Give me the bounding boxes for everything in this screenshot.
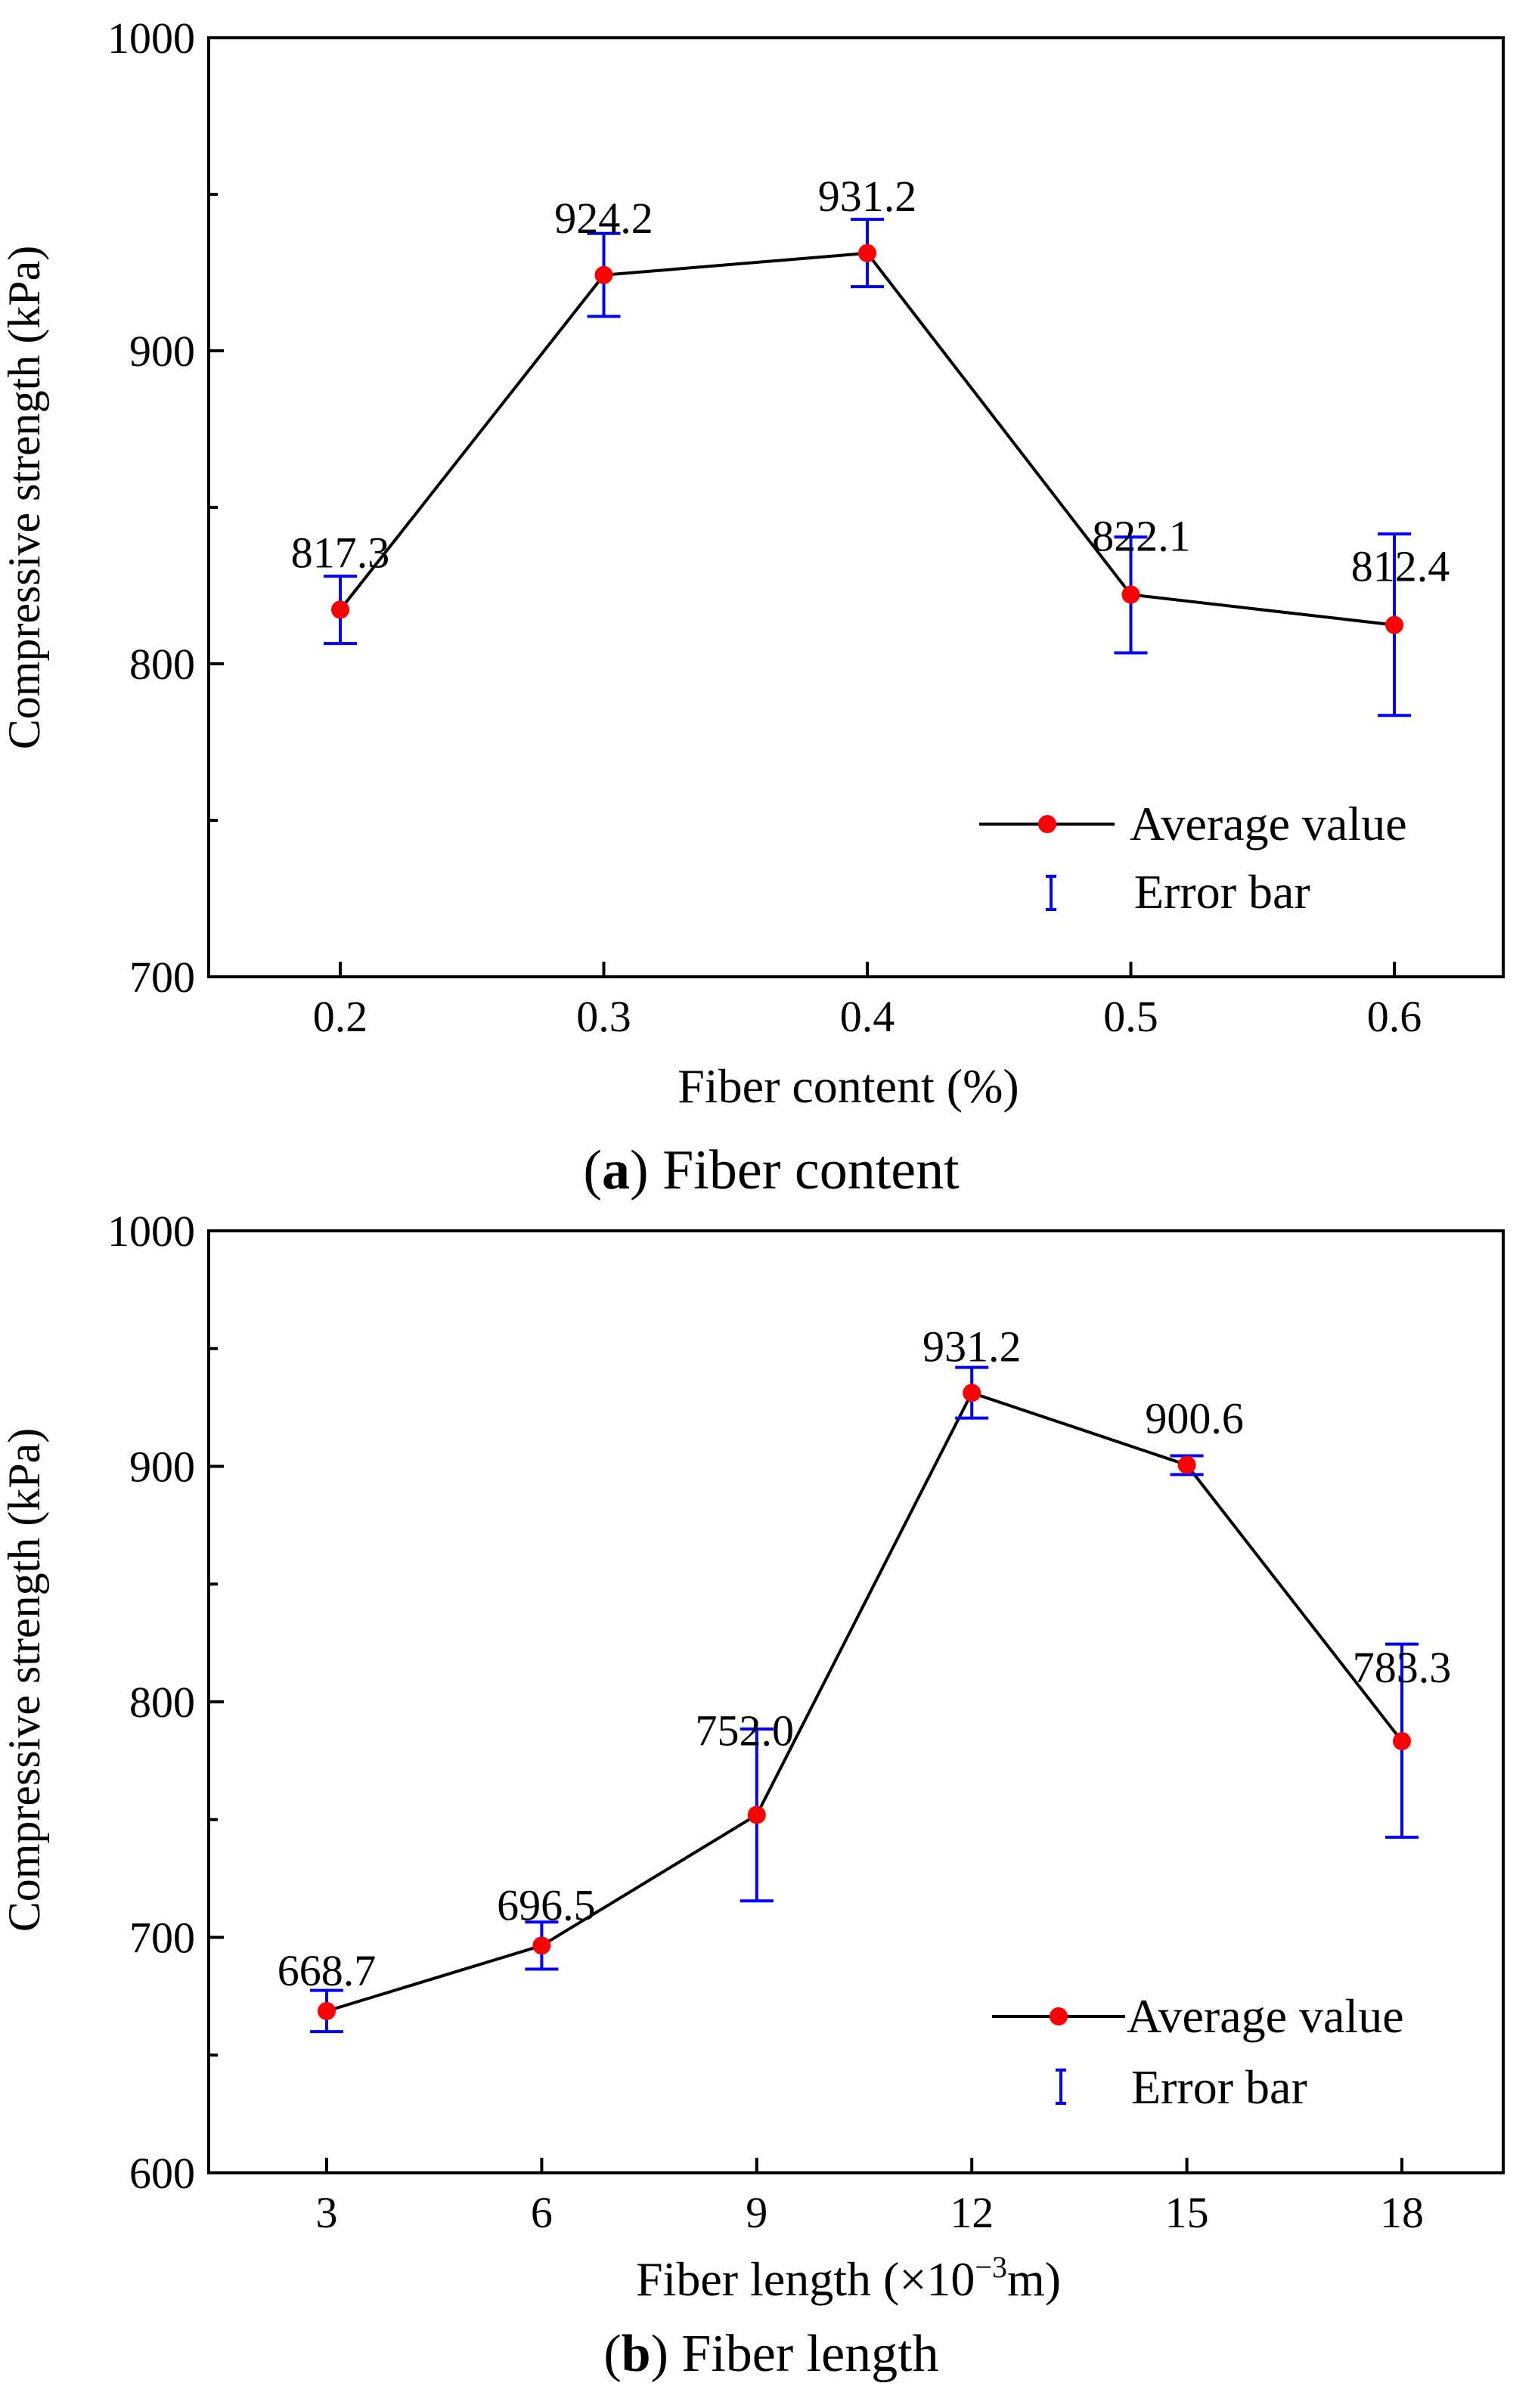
caption-a-letter: a bbox=[602, 1139, 630, 1201]
data-label: 668.7 bbox=[278, 1946, 377, 1995]
chart-b-y-tick-labels: 600 700 800 900 1000 bbox=[107, 1207, 195, 2198]
x-tick-label: 3 bbox=[316, 2188, 338, 2237]
x-tick-label: 6 bbox=[531, 2188, 553, 2237]
data-point bbox=[858, 243, 876, 262]
chart-a-series-line bbox=[339, 251, 1395, 627]
caption-a-text: Fiber content bbox=[649, 1139, 960, 1201]
data-point bbox=[963, 1384, 981, 1402]
data-label: 931.2 bbox=[818, 172, 917, 221]
x-tick-label: 15 bbox=[1165, 2188, 1209, 2237]
data-point bbox=[1177, 1455, 1196, 1474]
chart-a-x-tick-labels: 0.2 0.3 0.4 0.5 0.6 bbox=[313, 992, 1422, 1041]
caption-a: (a) Fiber content bbox=[583, 1139, 960, 1201]
data-label: 900.6 bbox=[1145, 1394, 1244, 1443]
x-tick-label: 0.2 bbox=[313, 992, 368, 1041]
x-tick-label: 12 bbox=[950, 2188, 994, 2237]
chart-a-y-tick-labels: 700 800 900 1000 bbox=[107, 14, 195, 1002]
chart-b-x-axis-title-main: Fiber length (×10 bbox=[636, 2252, 975, 2306]
data-label: 783.3 bbox=[1353, 1643, 1452, 1692]
y-tick-label: 700 bbox=[129, 1914, 195, 1963]
y-tick-label: 1000 bbox=[107, 1207, 195, 1256]
data-label: 696.5 bbox=[497, 1880, 596, 1929]
chart-a-y-axis-title: Compressive strength (kPa) bbox=[0, 246, 49, 750]
data-point bbox=[594, 265, 613, 284]
y-tick-label: 900 bbox=[129, 1443, 195, 1492]
chart-b-legend-marker bbox=[1050, 2007, 1068, 2025]
chart-b: 600 700 800 900 1000 3 6 9 12 15 18 668.7 696.5 752… bbox=[0, 1207, 1505, 2383]
chart-a-x-axis-title: Fiber content (%) bbox=[678, 1059, 1019, 1113]
chart-b-points bbox=[318, 1384, 1411, 2020]
chart-b-legend: Average value Error bar bbox=[992, 1989, 1404, 2114]
caption-b-text: Fiber length bbox=[668, 2325, 939, 2383]
caption-b: (b) Fiber length bbox=[603, 2325, 938, 2383]
chart-b-x-tick-labels: 3 6 9 12 15 18 bbox=[316, 2188, 1425, 2237]
chart-b-x-axis-title: Fiber length (×10−3m) bbox=[636, 2250, 1061, 2306]
chart-b-x-axis-title-sup: −3 bbox=[975, 2250, 1007, 2284]
chart-a-legend-average: Average value bbox=[1130, 797, 1407, 851]
chart-a-legend: Average value Error bar bbox=[979, 797, 1407, 919]
x-tick-label: 9 bbox=[746, 2188, 767, 2237]
data-point bbox=[331, 600, 349, 619]
data-point bbox=[1385, 615, 1403, 634]
chart-b-legend-error-bar bbox=[1056, 2069, 1066, 2105]
data-label: 812.4 bbox=[1351, 542, 1450, 591]
data-label: 822.1 bbox=[1092, 512, 1191, 561]
x-tick-label: 0.5 bbox=[1103, 992, 1158, 1041]
data-label: 924.2 bbox=[554, 194, 653, 243]
chart-a: 700 800 900 1000 0.2 0.3 0.4 0.5 0.6 817.3 924.2… bbox=[0, 14, 1505, 1201]
chart-b-x-axis-title-end: m) bbox=[1007, 2252, 1061, 2306]
y-tick-label: 1000 bbox=[107, 14, 195, 63]
data-point bbox=[747, 1805, 766, 1824]
chart-a-error-bars bbox=[324, 218, 1411, 717]
x-tick-label: 18 bbox=[1380, 2188, 1424, 2237]
chart-a-data-labels: 817.3 924.2 931.2 822.1 812.4 bbox=[291, 172, 1450, 591]
y-tick-label: 900 bbox=[129, 327, 195, 376]
chart-b-plot-frame bbox=[207, 1229, 1505, 2174]
x-tick-label: 0.4 bbox=[840, 992, 895, 1041]
x-tick-label: 0.3 bbox=[576, 992, 631, 1041]
y-tick-label: 800 bbox=[129, 640, 195, 689]
data-point bbox=[1393, 1732, 1411, 1751]
data-point bbox=[1121, 585, 1140, 604]
data-label: 931.2 bbox=[922, 1322, 1022, 1371]
data-point bbox=[532, 1936, 551, 1955]
chart-a-points bbox=[331, 243, 1403, 634]
y-tick-label: 600 bbox=[129, 2149, 195, 2198]
chart-b-error-bars bbox=[310, 1365, 1419, 2034]
data-label: 752.0 bbox=[696, 1706, 795, 1756]
chart-b-legend-average: Average value bbox=[1127, 1989, 1404, 2043]
x-tick-label: 0.6 bbox=[1367, 992, 1422, 1041]
chart-b-y-axis-title: Compressive strength (kPa) bbox=[0, 1428, 49, 1932]
y-tick-label: 800 bbox=[129, 1678, 195, 1727]
chart-a-plot-frame bbox=[207, 36, 1505, 978]
chart-a-legend-error: Error bar bbox=[1134, 865, 1310, 919]
chart-b-series-line bbox=[326, 1390, 1403, 2013]
chart-a-legend-error-bar bbox=[1046, 875, 1056, 911]
chart-b-data-labels: 668.7 696.5 752.0 931.2 900.6 783.3 bbox=[278, 1322, 1452, 1995]
data-label: 817.3 bbox=[291, 528, 390, 577]
data-point bbox=[318, 2001, 336, 2020]
caption-b-letter: b bbox=[622, 2325, 651, 2383]
chart-a-legend-marker bbox=[1038, 815, 1056, 833]
chart-b-legend-error: Error bar bbox=[1131, 2060, 1307, 2114]
y-tick-label: 700 bbox=[129, 953, 195, 1002]
